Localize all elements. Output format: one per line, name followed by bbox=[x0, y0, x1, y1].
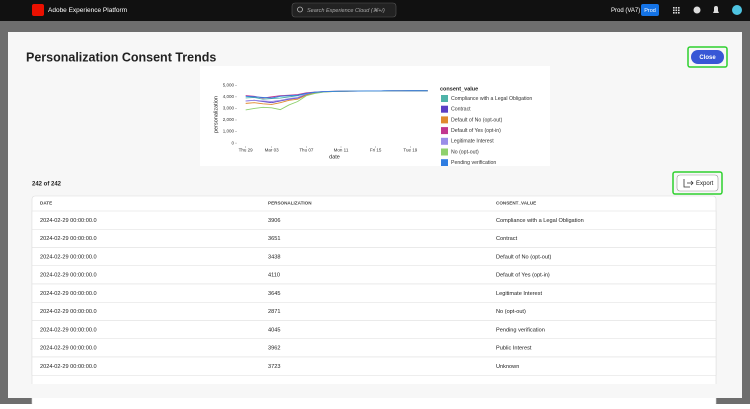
table-row[interactable] bbox=[31, 283, 717, 303]
y-tick-label: 1,000 bbox=[223, 129, 235, 134]
table-cell: Public Interest bbox=[496, 346, 532, 352]
legend-swatch bbox=[441, 137, 448, 145]
y-axis-label: personalization bbox=[213, 96, 219, 133]
search-placeholder: Search Experience Cloud (⌘+/) bbox=[307, 7, 385, 14]
table-cell: 4045 bbox=[268, 327, 280, 333]
y-tick-label: 4,000 bbox=[223, 94, 235, 99]
table-cell: 2024-02-29 00:00:00.0 bbox=[40, 218, 97, 224]
legend-swatch bbox=[441, 95, 448, 102]
table-cell: 3645 bbox=[268, 291, 280, 297]
row-count: 242 of 242 bbox=[32, 182, 62, 188]
legend-swatch bbox=[441, 116, 448, 124]
x-tick-label: Mon 11 bbox=[334, 148, 349, 153]
table-cell: 2024-02-29 00:00:00.0 bbox=[40, 254, 97, 260]
legend-label: Contract bbox=[451, 107, 471, 113]
legend-label: Compliance with a Legal Obligation bbox=[451, 96, 532, 102]
help-icon[interactable] bbox=[693, 6, 701, 14]
table-cell: 3651 bbox=[268, 236, 280, 242]
table-cell: 2024-02-29 00:00:00.0 bbox=[40, 327, 97, 333]
x-axis-label: date bbox=[329, 154, 340, 160]
table-cell: 2024-02-29 00:00:00.0 bbox=[40, 364, 97, 370]
search-icon bbox=[297, 6, 303, 13]
sandbox-badge[interactable] bbox=[641, 4, 659, 16]
legend-swatch bbox=[441, 105, 448, 113]
modal-title: Personalization Consent Trends bbox=[26, 50, 216, 64]
notifications-icon[interactable] bbox=[713, 6, 719, 13]
table-row[interactable] bbox=[31, 210, 717, 230]
highlight bbox=[672, 171, 723, 195]
x-tick-label: Thu 29 bbox=[239, 148, 254, 153]
x-tick-label: Tue 19 bbox=[403, 148, 417, 153]
table-cell: Unknown bbox=[496, 364, 519, 370]
legend-swatch bbox=[441, 127, 448, 135]
close-button[interactable] bbox=[691, 50, 724, 64]
table-cell: Compliance with a Legal Obligation bbox=[496, 218, 584, 224]
table-cell: 3438 bbox=[268, 254, 280, 260]
x-tick-label: Thu 07 bbox=[299, 148, 314, 153]
legend-swatch bbox=[441, 159, 448, 166]
column-header: DATE bbox=[40, 201, 52, 206]
table-cell: 4110 bbox=[268, 273, 280, 279]
chart-panel bbox=[200, 66, 550, 166]
legend-swatch bbox=[441, 148, 448, 156]
table-cell: 2024-02-29 00:00:00.0 bbox=[40, 291, 97, 297]
table-cell: No (opt-out) bbox=[496, 309, 526, 315]
modal-bottom bbox=[8, 384, 742, 398]
y-tick-label: 0 bbox=[231, 140, 234, 145]
adobe-logo[interactable] bbox=[32, 4, 44, 16]
table-row[interactable] bbox=[31, 338, 717, 358]
table-cell: 3906 bbox=[268, 218, 280, 224]
legend-label: Default of No (opt-out) bbox=[451, 117, 503, 123]
y-tick-label: 2,000 bbox=[223, 117, 235, 122]
export-label: Export bbox=[696, 181, 714, 187]
table-cell: Default of No (opt-out) bbox=[496, 254, 551, 260]
table-cell: 2024-02-29 00:00:00.0 bbox=[40, 236, 97, 242]
x-tick-label: Fri 15 bbox=[370, 148, 382, 153]
table-cell: 3962 bbox=[268, 346, 280, 352]
avatar[interactable] bbox=[732, 5, 742, 15]
search-box[interactable] bbox=[291, 2, 397, 18]
table-cell: Contract bbox=[496, 236, 518, 242]
highlight bbox=[687, 46, 728, 68]
table-cell: 2024-02-29 00:00:00.0 bbox=[40, 346, 97, 352]
table-row[interactable] bbox=[31, 229, 717, 248]
legend: Compliance with a Legal Obligation Contra… bbox=[441, 95, 532, 166]
close-button-label: Close bbox=[699, 55, 716, 61]
table-cell: Pending verification bbox=[496, 327, 545, 333]
table-row[interactable] bbox=[31, 265, 717, 285]
sandbox-badge-text: Prod bbox=[644, 8, 656, 14]
x-tick-label: Mar 03 bbox=[265, 148, 280, 153]
table-cell: 2024-02-29 00:00:00.0 bbox=[40, 309, 97, 315]
chart: 0 1,000 2,000 3,000 4,000 5,000 Thu 29 Mar 03 Th… bbox=[213, 82, 532, 166]
legend-title: consent_value bbox=[440, 86, 478, 92]
table-row[interactable] bbox=[31, 302, 717, 321]
apps-icon[interactable] bbox=[673, 7, 680, 14]
table-row[interactable] bbox=[31, 356, 717, 376]
column-header: PERSONALIZATION bbox=[268, 201, 312, 206]
legend-label: No (opt-out) bbox=[451, 149, 479, 155]
table-row[interactable] bbox=[31, 247, 717, 266]
table: DATE PERSONALIZATION CONSENT_VALUE 2024-02-… bbox=[8, 195, 742, 407]
table-cell: 2024-02-29 00:00:00.0 bbox=[40, 273, 97, 279]
table-cell: Default of Yes (opt-in) bbox=[496, 273, 550, 279]
y-tick-label: 3,000 bbox=[223, 106, 235, 111]
export-icon bbox=[683, 179, 694, 188]
table-row[interactable] bbox=[31, 320, 717, 339]
table-cell: 2871 bbox=[268, 309, 280, 315]
legend-label: Legitimate Interest bbox=[451, 139, 494, 145]
legend-label: Pending verification bbox=[451, 160, 496, 166]
table-cell: 3723 bbox=[268, 364, 280, 370]
column-header: CONSENT_VALUE bbox=[496, 201, 536, 206]
y-tick-label: 5,000 bbox=[223, 82, 235, 87]
series-line bbox=[245, 90, 428, 99]
table-cell: Legitimate Interest bbox=[496, 291, 542, 297]
product-name[interactable]: Adobe Experience Platform bbox=[48, 7, 127, 14]
sandbox-name[interactable]: Prod (VA7) bbox=[611, 8, 640, 14]
legend-label: Default of Yes (opt-in) bbox=[451, 128, 501, 134]
